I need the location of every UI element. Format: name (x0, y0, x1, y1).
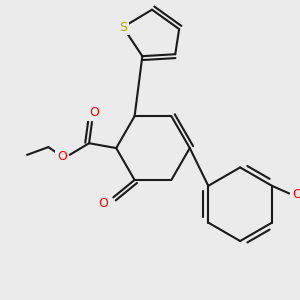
Text: O: O (57, 150, 67, 163)
Text: O: O (292, 188, 300, 201)
Text: S: S (119, 21, 127, 34)
Text: O: O (89, 106, 99, 119)
Text: O: O (99, 197, 109, 210)
